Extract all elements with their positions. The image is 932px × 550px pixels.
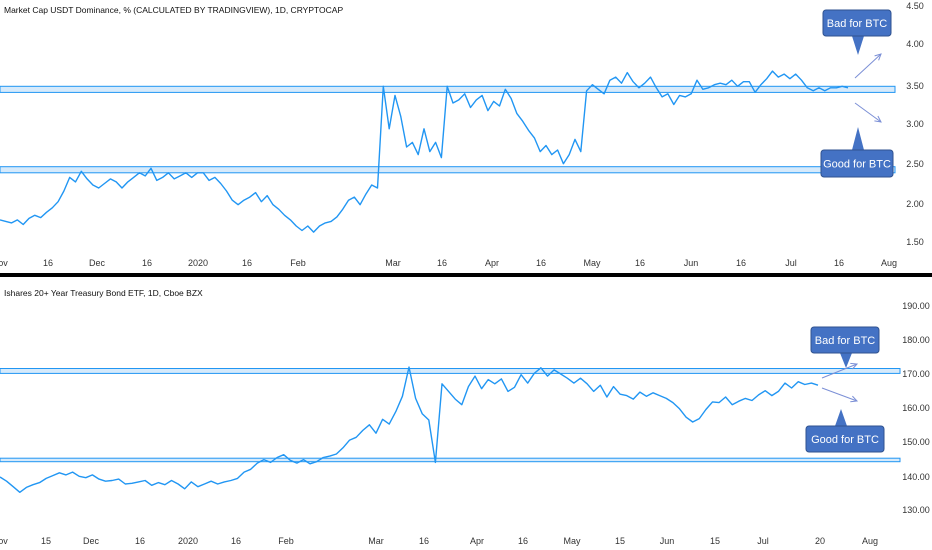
good-arrow xyxy=(854,102,882,123)
y-tick-label: 190.00 xyxy=(902,301,930,311)
bad-arrow-head xyxy=(850,362,859,370)
x-tick-label: May xyxy=(563,536,581,546)
x-tick-label: Feb xyxy=(290,258,306,268)
x-tick-label: 16 xyxy=(419,536,429,546)
pane-divider xyxy=(0,273,932,277)
x-tick-label: 20 xyxy=(815,536,825,546)
y-tick-label: 180.00 xyxy=(902,335,930,345)
y-tick-label: 160.00 xyxy=(902,403,930,413)
x-tick-label: Dec xyxy=(83,536,100,546)
x-tick-label: Mar xyxy=(368,536,384,546)
x-tick-label: 16 xyxy=(437,258,447,268)
x-tick-label: 16 xyxy=(242,258,252,268)
x-tick-label: 16 xyxy=(736,258,746,268)
y-tick-label: 170.00 xyxy=(902,369,930,379)
good-callout-pointer xyxy=(852,127,864,150)
chart-title-top: Market Cap USDT Dominance, % (CALCULATED… xyxy=(4,5,343,15)
chart-title-bottom: Ishares 20+ Year Treasury Bond ETF, 1D, … xyxy=(4,288,203,298)
y-tick-label: 4.50 xyxy=(906,1,924,11)
good-callout-label: Good for BTC xyxy=(811,434,879,446)
y-tick-label: 4.00 xyxy=(906,39,924,49)
good-callout-label: Good for BTC xyxy=(823,159,891,171)
x-tick-label: Mar xyxy=(385,258,401,268)
good-arrow xyxy=(821,387,858,402)
x-tick-label: Jul xyxy=(757,536,769,546)
bad-arrow xyxy=(821,363,858,379)
x-tick-label: 2020 xyxy=(178,536,198,546)
x-tick-label: 16 xyxy=(518,536,528,546)
bad-callout-box xyxy=(810,326,880,354)
y-tick-label: 130.00 xyxy=(902,505,930,515)
x-tick-label: 16 xyxy=(834,258,844,268)
good-callout-box xyxy=(805,425,885,453)
x-tick-label: 16 xyxy=(635,258,645,268)
x-tick-label: Feb xyxy=(278,536,294,546)
good-callout-box xyxy=(820,149,894,178)
x-tick-label: Jun xyxy=(660,536,675,546)
x-tick-label: 16 xyxy=(43,258,53,268)
x-tick-label: 15 xyxy=(41,536,51,546)
x-tick-label: 2020 xyxy=(188,258,208,268)
bad-callout-label: Bad for BTC xyxy=(827,18,888,30)
y-tick-label: 3.50 xyxy=(906,81,924,91)
x-tick-label: Aug xyxy=(881,258,897,268)
bad-callout-box xyxy=(822,9,892,37)
x-tick-label: ov xyxy=(0,258,8,268)
good-arrow-head xyxy=(850,395,859,403)
y-tick-label: 3.00 xyxy=(906,119,924,129)
x-tick-label: Dec xyxy=(89,258,106,268)
pane-bottom: 190.00 180.00 170.00 160.00 150.00 140.00 130.… xyxy=(0,301,930,546)
y-tick-label: 1.50 xyxy=(906,237,924,247)
zone-band-lower xyxy=(0,166,896,174)
y-tick-label: 150.00 xyxy=(902,437,930,447)
y-tick-label: 140.00 xyxy=(902,472,930,482)
zone-band-upper xyxy=(0,368,901,374)
x-tick-label: 16 xyxy=(142,258,152,268)
bad-arrow xyxy=(854,53,882,79)
x-tick-label: 15 xyxy=(615,536,625,546)
x-tick-label: Apr xyxy=(485,258,499,268)
x-tick-label: Apr xyxy=(470,536,484,546)
price-line xyxy=(0,70,849,233)
x-tick-label: Jun xyxy=(684,258,699,268)
x-tick-label: 16 xyxy=(536,258,546,268)
y-tick-label: 2.50 xyxy=(906,159,924,169)
pane-top: 4.50 4.00 3.50 3.00 2.50 2.00 1.50 ov 16 Dec 16 202… xyxy=(0,1,924,268)
good-arrow-head xyxy=(874,115,882,123)
bad-callout-pointer xyxy=(840,353,852,368)
x-tick-label: 16 xyxy=(135,536,145,546)
price-line xyxy=(0,366,819,493)
zone-band-lower xyxy=(0,457,901,463)
x-tick-label: May xyxy=(583,258,601,268)
x-tick-label: Jul xyxy=(785,258,797,268)
good-callout-pointer xyxy=(835,409,847,426)
bad-arrow-head xyxy=(874,53,882,61)
y-tick-label: 2.00 xyxy=(906,199,924,209)
x-tick-label: 15 xyxy=(710,536,720,546)
bad-callout-label: Bad for BTC xyxy=(815,335,876,347)
x-tick-label: Aug xyxy=(862,536,878,546)
bad-callout-pointer xyxy=(852,36,864,55)
x-tick-label: 16 xyxy=(231,536,241,546)
x-tick-label: ov xyxy=(0,536,8,546)
